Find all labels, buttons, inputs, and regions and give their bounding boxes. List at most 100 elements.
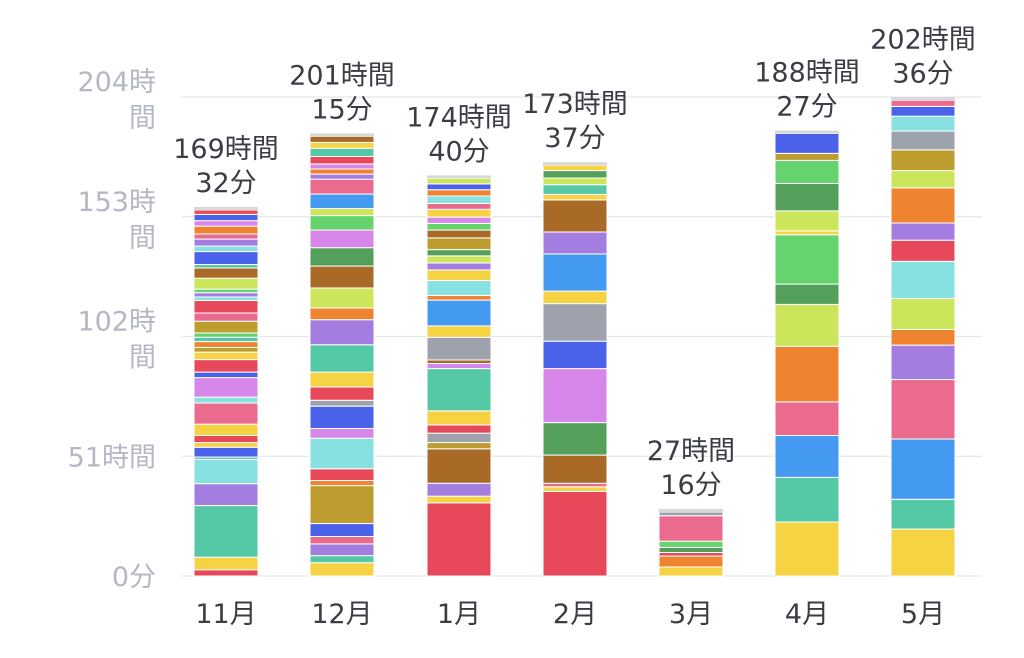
bar-segment <box>890 239 956 262</box>
bar-segment <box>309 523 375 537</box>
bar-segment <box>426 442 492 450</box>
bar-segment <box>193 396 259 404</box>
bar-segment <box>774 152 840 161</box>
bar-segment <box>774 345 840 403</box>
bar-segment <box>426 195 492 204</box>
x-axis-ticks: 11月 12月 1月 2月 3月 4月 5月 <box>195 599 945 630</box>
y-tick-label: 0分 <box>112 562 156 593</box>
bars <box>193 97 956 577</box>
bar-segment <box>542 422 608 456</box>
bar-5 <box>658 508 724 577</box>
bar-segment <box>193 377 259 398</box>
bar-segment <box>426 336 492 361</box>
bar-segment <box>890 115 956 132</box>
bar-segment <box>309 163 375 170</box>
bar-segment <box>542 253 608 292</box>
bar-segment <box>890 99 956 107</box>
bar-segment <box>426 495 492 504</box>
bar-segment <box>426 280 492 296</box>
bar-segment <box>309 265 375 289</box>
bar-segment <box>658 552 724 557</box>
bar-segment <box>309 562 375 577</box>
bar-segment <box>309 344 375 373</box>
bar-segment <box>309 155 375 165</box>
bar-segment <box>193 332 259 338</box>
bar-segment <box>193 402 259 425</box>
bar-segment <box>309 173 375 180</box>
bar-total-label: 188時間 27分 <box>754 58 860 123</box>
bar-segment <box>542 170 608 179</box>
bar-segment <box>774 401 840 437</box>
bar-segment <box>774 234 840 285</box>
bar-segment <box>426 202 492 210</box>
bar-segment <box>193 505 259 558</box>
bar-segment <box>193 435 259 444</box>
bar-segment <box>309 287 375 309</box>
bar-segment <box>774 182 840 212</box>
bar-segment <box>774 210 840 232</box>
bar-segment <box>309 307 375 321</box>
bar-segment <box>890 328 956 346</box>
bar-segment <box>309 371 375 388</box>
bar-segment <box>658 566 724 577</box>
bar-segment <box>193 267 259 279</box>
bar-segment <box>309 535 375 545</box>
bar-segment <box>890 170 956 189</box>
bar-7 <box>890 97 956 577</box>
x-tick-label: 4月 <box>785 599 829 630</box>
bar-segment <box>426 359 492 365</box>
bar-segment <box>426 432 492 444</box>
bar-segment <box>309 215 375 231</box>
bar-segment <box>542 490 608 577</box>
bar-1 <box>193 207 259 577</box>
bar-segment <box>309 178 375 195</box>
bar-segment <box>542 303 608 342</box>
x-tick-label: 2月 <box>553 599 597 630</box>
bar-cap <box>659 508 723 512</box>
bar-cap <box>194 207 258 211</box>
bar-segment <box>774 303 840 347</box>
bar-cap <box>891 97 955 101</box>
bar-segment <box>658 540 724 548</box>
bar-cap <box>775 130 839 134</box>
bar-total-label: 27時間 16分 <box>647 436 735 501</box>
bar-segment <box>309 427 375 439</box>
bar-segment <box>542 184 608 195</box>
bar-segment <box>309 147 375 157</box>
bar-segment <box>890 105 956 117</box>
bar-segment <box>309 208 375 217</box>
bar-segment <box>426 208 492 218</box>
bar-segment <box>193 569 259 577</box>
bar-segment <box>193 292 259 298</box>
bar-segment <box>193 458 259 485</box>
bar-segment <box>426 229 492 239</box>
bar-segment <box>193 209 259 215</box>
bar-segment <box>193 371 259 379</box>
bar-total-label: 173時間 37分 <box>522 89 628 154</box>
y-tick-label: 204時間 <box>77 67 156 134</box>
x-tick-label: 12月 <box>311 599 372 630</box>
bar-segment <box>890 344 956 381</box>
bar-segment <box>193 288 259 294</box>
bar-segment <box>309 319 375 346</box>
bar-segment <box>426 502 492 577</box>
bar-segment <box>193 336 259 343</box>
bar-segment <box>309 485 375 525</box>
bar-segment <box>542 454 608 484</box>
bar-segment <box>542 231 608 255</box>
bar-4 <box>542 162 608 577</box>
bar-segment <box>890 438 956 500</box>
bar-segment <box>193 245 259 253</box>
bar-segment <box>193 296 259 301</box>
x-tick-label: 1月 <box>437 599 481 630</box>
bar-segment <box>426 368 492 412</box>
bar-segment <box>542 290 608 305</box>
bar-segment <box>426 410 492 426</box>
bar-segment <box>774 521 840 577</box>
bar-segment <box>193 351 259 361</box>
bar-segment <box>309 141 375 149</box>
bar-segment <box>426 222 492 231</box>
y-axis-ticks: 0分 51時間 102時間 153時間 204時間 <box>68 67 156 593</box>
bar-segment <box>426 249 492 257</box>
